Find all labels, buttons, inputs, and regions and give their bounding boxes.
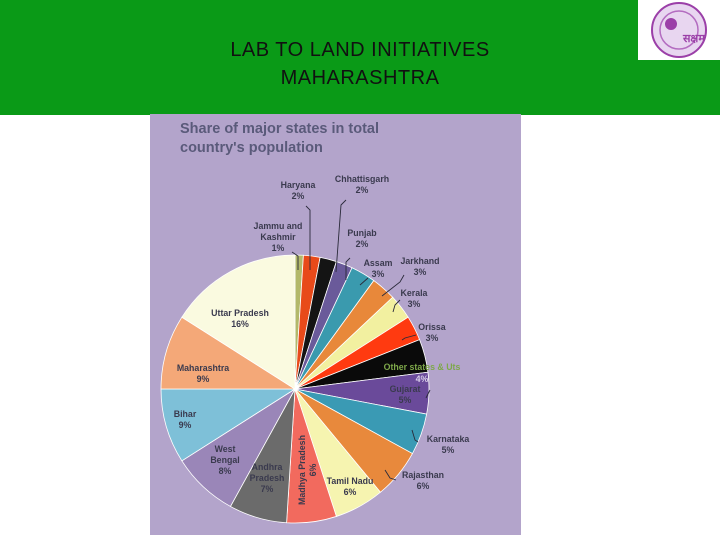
slice-name: Jarkhand xyxy=(400,256,439,266)
slice-name: Punjab xyxy=(347,228,377,238)
slice-name: Andhra xyxy=(252,462,283,472)
slice-label-madhya-pradesh: Madhya Pradesh 6% xyxy=(297,435,318,505)
leader-line xyxy=(411,429,419,443)
slice-name: Haryana xyxy=(281,180,316,190)
slice-name: Pradesh xyxy=(250,473,285,483)
slide-title: LAB TO LAND INITIATIVES MAHARASHTRA xyxy=(0,36,720,92)
slice-percent: 5% xyxy=(399,395,412,405)
slice-percent: 2% xyxy=(292,191,305,201)
chart-title: Share of major states in total country's… xyxy=(180,120,500,158)
slice-percent: 6% xyxy=(344,487,357,497)
slice-percent: 8% xyxy=(219,466,232,476)
slice-percent: 7% xyxy=(261,484,274,494)
slice-percent: 3% xyxy=(408,299,421,309)
slice-name: Rajasthan xyxy=(402,470,444,480)
slide-title-line1: LAB TO LAND INITIATIVES xyxy=(230,39,490,61)
slice-percent: 4% xyxy=(416,374,429,384)
slice-percent: 9% xyxy=(197,374,210,384)
slice-percent: 6% xyxy=(417,481,430,491)
slice-percent: 6% xyxy=(308,463,318,476)
slice-name: Other states & Uts xyxy=(384,362,461,372)
slice-name: Gujarat xyxy=(390,384,421,394)
leader-line xyxy=(291,251,299,270)
slice-percent: 2% xyxy=(356,239,369,249)
slice-percent: 1% xyxy=(272,243,285,253)
logo-text: सक्षम xyxy=(682,32,705,45)
pie-slice-uttar-pradesh xyxy=(181,254,296,390)
leader-line xyxy=(335,199,347,273)
slice-name: Maharashtra xyxy=(177,363,229,373)
slice-percent: 3% xyxy=(372,269,385,279)
slide-title-line2: MAHARASHTRA xyxy=(280,67,440,89)
slice-name: Madhya Pradesh xyxy=(297,435,307,505)
slice-name: Chhattisgarh xyxy=(335,174,389,184)
slice-percent: 3% xyxy=(414,267,427,277)
slice-name: Bengal xyxy=(210,455,239,465)
leader-line xyxy=(392,299,401,313)
slice-percent: 16% xyxy=(231,319,249,329)
slice-name: West xyxy=(215,444,236,454)
slice-name: Karnataka xyxy=(427,434,470,444)
slice-percent: 3% xyxy=(426,333,439,343)
leader-line xyxy=(381,274,405,297)
slice-percent: 2% xyxy=(356,185,369,195)
chart-title-line2: country's population xyxy=(180,140,323,156)
leader-line xyxy=(384,469,397,481)
slice-name: Kerala xyxy=(401,288,428,298)
title-banner xyxy=(0,0,720,115)
slice-percent: 9% xyxy=(179,420,192,430)
leader-line xyxy=(345,257,351,280)
slice-name: Bihar xyxy=(174,409,197,419)
leader-line xyxy=(425,389,431,399)
organization-logo-icon: सक्षम xyxy=(651,2,707,58)
slice-name: Tamil Nadu xyxy=(327,476,374,486)
slice-name: Uttar Pradesh xyxy=(211,308,269,318)
chart-title-line1: Share of major states in total xyxy=(180,121,380,137)
leader-line xyxy=(401,334,417,341)
slice-name: Orissa xyxy=(418,322,445,332)
leader-line xyxy=(359,277,369,286)
leader-line xyxy=(305,205,311,270)
slice-name: Assam xyxy=(364,258,393,268)
slice-name: Kashmir xyxy=(260,232,296,242)
slice-label-other-states-uts: Other states & Uts 4% xyxy=(384,362,461,384)
slice-percent: 5% xyxy=(442,445,455,455)
logo: सक्षम xyxy=(638,0,720,60)
slice-name: Jammu and xyxy=(254,221,303,231)
